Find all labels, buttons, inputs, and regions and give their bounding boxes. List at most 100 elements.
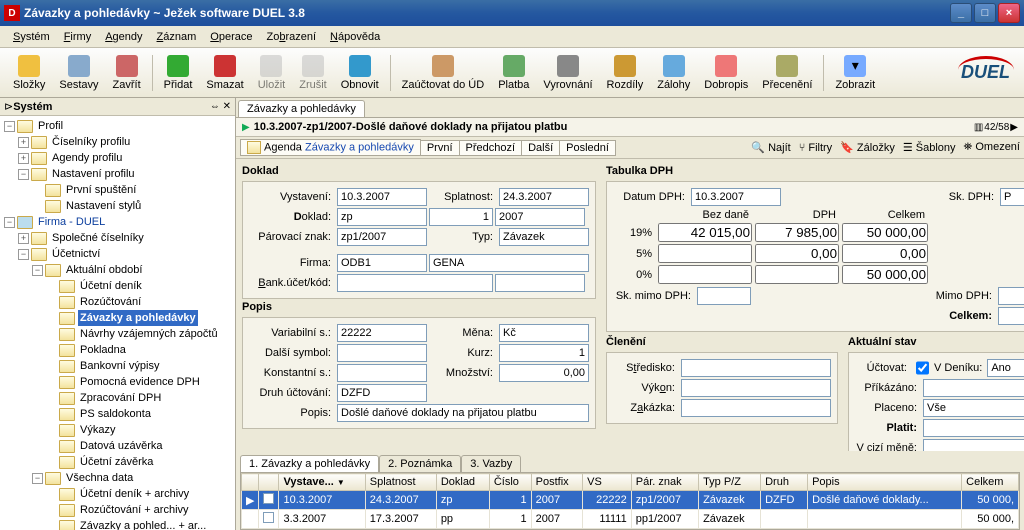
tree-profil[interactable]: Profil: [36, 118, 65, 134]
toolbar-zobrazit[interactable]: ▾Zobrazit: [829, 53, 881, 93]
lower-tab-1[interactable]: 2. Poznámka: [379, 455, 461, 472]
toolbar-platba[interactable]: Platba: [492, 53, 535, 93]
dph-5-bez[interactable]: [658, 244, 752, 263]
dph-5-cel[interactable]: [842, 244, 928, 263]
tree-item[interactable]: Společné číselníky: [50, 230, 146, 246]
nav-last-button[interactable]: Poslední: [559, 140, 616, 156]
side-collapse-icon[interactable]: ⊳: [4, 100, 13, 113]
nav-tree[interactable]: −Profil+Číselníky profilu+Agendy profilu…: [0, 116, 235, 530]
minimize-button[interactable]: _: [950, 3, 972, 23]
skmimo-input[interactable]: [697, 287, 751, 305]
tree-item[interactable]: Účetnictví: [50, 246, 102, 262]
druh-input[interactable]: [337, 384, 427, 402]
cislo-input[interactable]: [429, 208, 493, 226]
tool-omezení[interactable]: ⛯ Omezení: [964, 141, 1021, 154]
tree-item[interactable]: Rozúčtování: [78, 294, 143, 310]
lower-tab-0[interactable]: 1. Závazky a pohledávky: [240, 455, 379, 472]
menu-firmy[interactable]: Firmy: [57, 29, 99, 45]
ks-input[interactable]: [337, 364, 427, 382]
dph-0-dph[interactable]: [755, 265, 839, 284]
tree-item[interactable]: Datová uzávěrka: [78, 438, 165, 454]
bank-ucet-input[interactable]: [337, 274, 493, 292]
side-pin-icon[interactable]: ⇔ ✕: [210, 101, 231, 112]
zakazka-input[interactable]: [681, 399, 831, 417]
crumb-agenda[interactable]: Agenda Závazky a pohledávky: [240, 139, 421, 156]
firma-name-input[interactable]: [429, 254, 589, 272]
kurz-input[interactable]: [499, 344, 589, 362]
mnoz-input[interactable]: [499, 364, 589, 382]
close-button[interactable]: ×: [998, 3, 1020, 23]
lower-tab-2[interactable]: 3. Vazby: [461, 455, 521, 472]
toolbar-zálohy[interactable]: Zálohy: [651, 53, 696, 93]
menu-zaznam[interactable]: Záznam: [150, 29, 204, 45]
tree-item[interactable]: Účetní závěrka: [78, 454, 155, 470]
bank-kod-input[interactable]: [495, 274, 585, 292]
tool-najít[interactable]: 🔍 Najít: [751, 141, 790, 154]
toolbar-obnovit[interactable]: Obnovit: [335, 53, 385, 93]
toolbar-zavřít[interactable]: Zavřít: [107, 53, 147, 93]
dph-5-dph[interactable]: [755, 244, 839, 263]
sk-dph-input[interactable]: [1000, 188, 1024, 206]
menu-napoveda[interactable]: Nápověda: [323, 29, 387, 45]
dph-19-dph[interactable]: [755, 223, 839, 242]
tree-item[interactable]: Pokladna: [78, 342, 128, 358]
tree-item[interactable]: Rozúčtování + archivy: [78, 502, 191, 518]
doklad-input[interactable]: [337, 208, 427, 226]
nav-next-button[interactable]: Další: [521, 140, 560, 156]
typ-input[interactable]: [499, 228, 589, 246]
toolbar-přidat[interactable]: Přidat: [158, 53, 199, 93]
menu-agendy[interactable]: Agendy: [98, 29, 149, 45]
toolbar-zrušit[interactable]: Zrušit: [293, 53, 333, 93]
tree-item[interactable]: Účetní deník + archivy: [78, 486, 191, 502]
table-row[interactable]: ▶10.3.200724.3.2007zp1200722222zp1/2007Z…: [242, 491, 1019, 510]
splatnost-input[interactable]: [499, 188, 589, 206]
toolbar-uložit[interactable]: Uložit: [252, 53, 292, 93]
toolbar-smazat[interactable]: Smazat: [200, 53, 249, 93]
rok-input[interactable]: [495, 208, 585, 226]
nav-prev-button[interactable]: Předchozí: [459, 140, 523, 156]
nav-first-button[interactable]: První: [420, 140, 460, 156]
firma-input[interactable]: [337, 254, 427, 272]
tree-item[interactable]: Agendy profilu: [50, 150, 124, 166]
toolbar-přecenění[interactable]: Přecenění: [756, 53, 818, 93]
menu-zobrazeni[interactable]: Zobrazení: [260, 29, 324, 45]
datum-dph-input[interactable]: [691, 188, 781, 206]
tree-item[interactable]: Návrhy vzájemných zápočtů: [78, 326, 220, 342]
tree-item[interactable]: Nastavení profilu: [50, 166, 137, 182]
toolbar-vyrovnání[interactable]: Vyrovnání: [537, 53, 598, 93]
tree-item[interactable]: Zpracování DPH: [78, 390, 163, 406]
tree-item[interactable]: Všechna data: [64, 470, 135, 486]
mena-input[interactable]: [499, 324, 589, 342]
tool-šablony[interactable]: ☰ Šablony: [903, 141, 956, 154]
ds-input[interactable]: [337, 344, 427, 362]
tree-item[interactable]: Závazky a pohledávky: [78, 310, 198, 326]
tree-firma[interactable]: Firma - DUEL: [36, 214, 107, 230]
parovaci-input[interactable]: [337, 228, 427, 246]
data-grid[interactable]: Vystave... ▼SplatnostDokladČísloPostfixV…: [240, 472, 1020, 530]
toolbar-sestavy[interactable]: Sestavy: [53, 53, 104, 93]
tree-item[interactable]: Závazky a pohled... + ar...: [78, 518, 208, 530]
toolbar-zaúčtovat-do-úd[interactable]: Zaúčtovat do ÚD: [396, 53, 491, 93]
maximize-button[interactable]: □: [974, 3, 996, 23]
uctovat-checkbox[interactable]: [916, 359, 929, 377]
dph-19-bez[interactable]: [658, 223, 752, 242]
tree-item[interactable]: Aktuální období: [64, 262, 144, 278]
popis-input[interactable]: [337, 404, 589, 422]
tree-item[interactable]: První spuštění: [64, 182, 138, 198]
toolbar-dobropis[interactable]: Dobropis: [698, 53, 754, 93]
menu-operace[interactable]: Operace: [203, 29, 259, 45]
tree-item[interactable]: Bankovní výpisy: [78, 358, 161, 374]
toolbar-rozdíly[interactable]: Rozdíly: [601, 53, 650, 93]
pager-next-icon[interactable]: ▶: [1010, 122, 1018, 133]
tree-item[interactable]: Číselníky profilu: [50, 134, 132, 150]
tree-item[interactable]: Pomocná evidence DPH: [78, 374, 202, 390]
content-tab-main[interactable]: Závazky a pohledávky: [238, 100, 365, 117]
mimo-dph-input[interactable]: [998, 287, 1024, 305]
dph-0-cel[interactable]: [842, 265, 928, 284]
tool-záložky[interactable]: 🔖 Záložky: [840, 141, 895, 154]
vs-input[interactable]: [337, 324, 427, 342]
dph-19-cel[interactable]: [842, 223, 928, 242]
tree-item[interactable]: PS saldokonta: [78, 406, 153, 422]
vystaveni-input[interactable]: [337, 188, 427, 206]
tree-item[interactable]: Nastavení stylů: [64, 198, 143, 214]
